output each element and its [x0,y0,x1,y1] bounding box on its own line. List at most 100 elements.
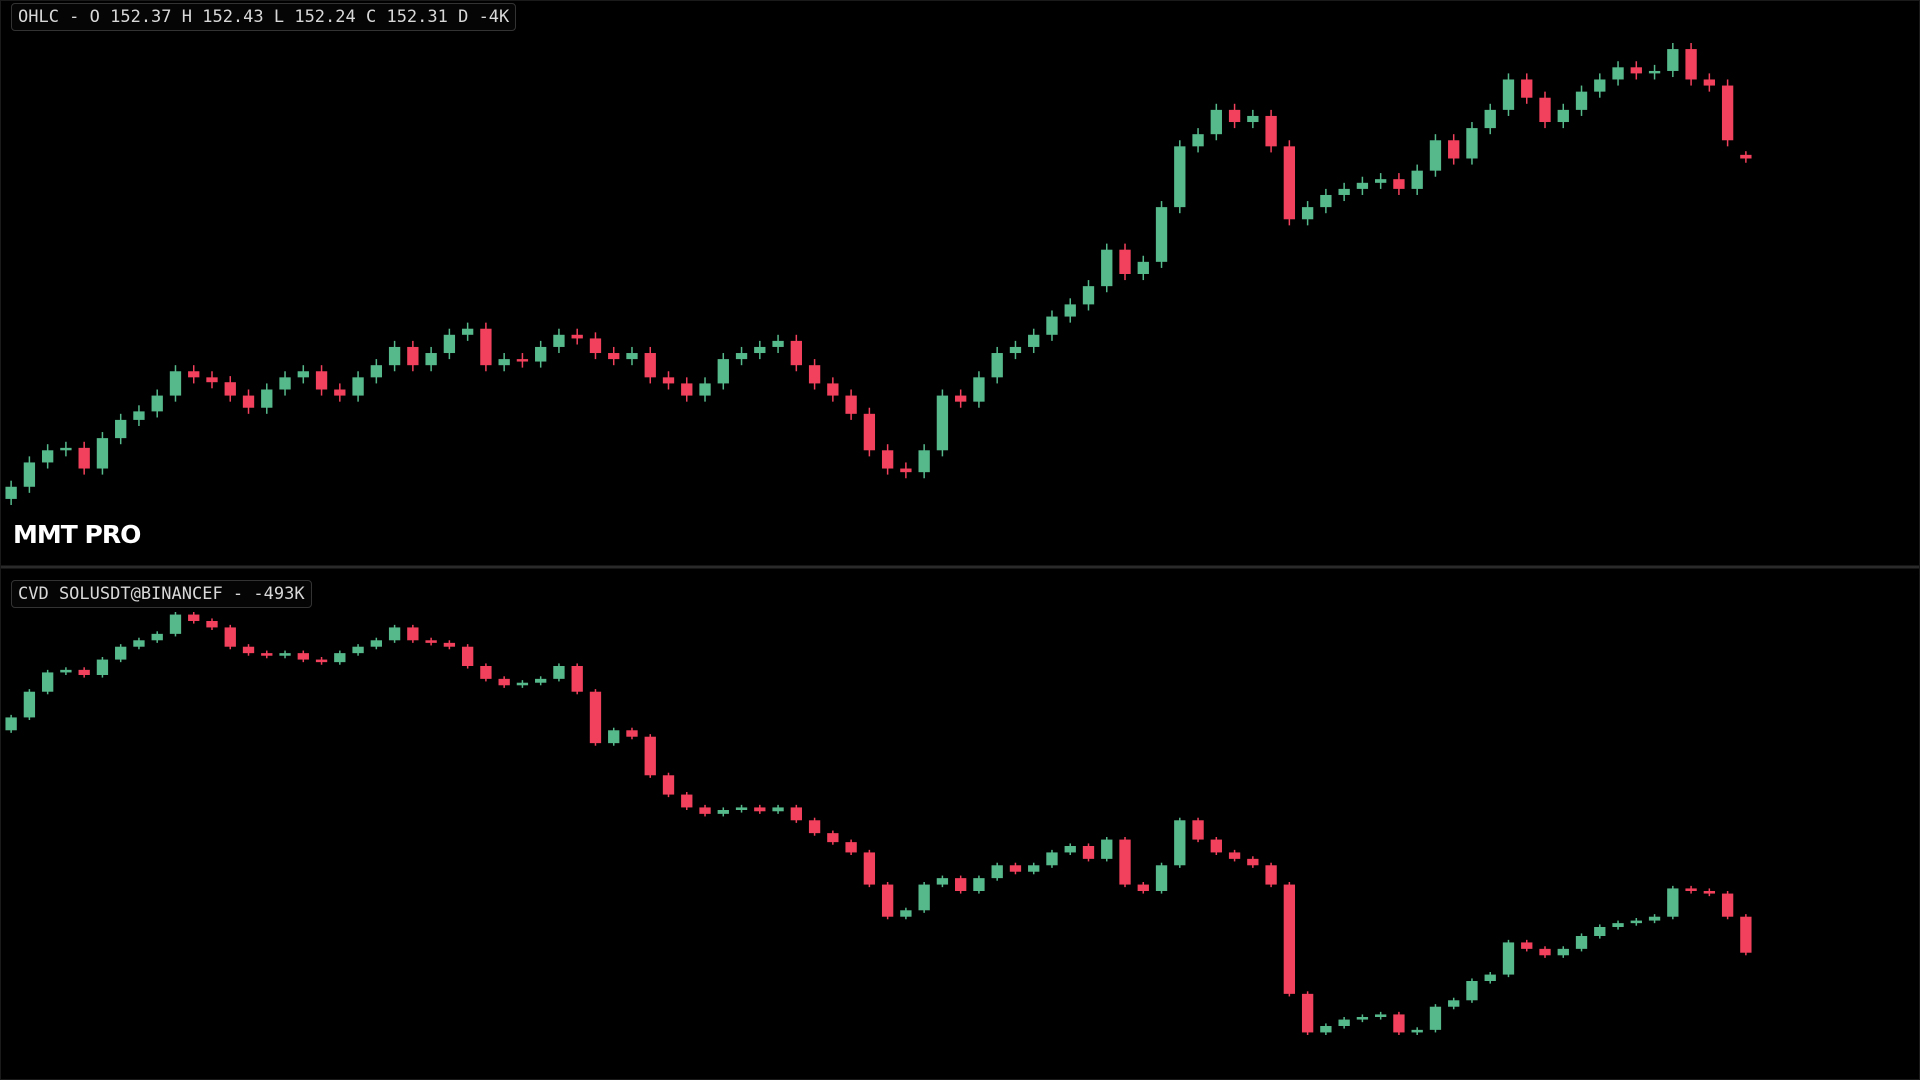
candle-body [1301,207,1314,220]
candle-body [571,666,583,692]
candle-body [717,810,729,814]
candle-body [1484,109,1496,129]
candle-body [1502,942,1515,975]
candle-body [224,382,236,396]
candle-body [315,659,328,663]
candle-body [936,395,949,451]
candle-body [498,678,510,686]
candle-body [1356,1017,1369,1020]
candle-body [626,353,638,360]
watermark: MMT PRO [13,520,141,549]
candle-body [991,865,1003,879]
candle-body [1539,97,1551,123]
candle-body [1028,334,1040,347]
candle-body [1265,865,1277,885]
candle-body [1630,920,1642,924]
candle-body [1101,839,1113,859]
candle-body [1338,1019,1350,1026]
candle-body [589,691,602,744]
candle-body [589,338,602,354]
candle-body [388,346,401,366]
candle-body [1594,927,1606,936]
candle-body [1028,865,1040,872]
candle-body [1667,888,1679,917]
candle-body [96,438,109,469]
candle-body [23,691,36,718]
candle-body [224,627,236,647]
candle-body [1612,67,1624,80]
candle-body [334,389,346,396]
candle-body [991,353,1003,378]
candle-body [1630,67,1642,74]
candle-body [918,884,930,911]
candle-body [1137,261,1149,274]
candle-body [735,807,748,810]
candle-body [1448,1000,1460,1007]
candle-body [516,359,529,362]
candle-body [261,653,273,656]
candle-body [881,884,894,917]
candle-body [169,371,182,396]
candle-body [790,340,802,366]
candle-body [827,833,839,843]
candle-body [553,334,565,347]
candle-body [1721,893,1734,917]
candle-body [1429,1006,1442,1030]
candle-body [60,447,72,451]
candle-body [480,328,492,366]
candle-body [1119,249,1131,274]
candle-body [900,910,912,917]
candle-body [644,736,656,776]
candle-body [1228,852,1241,859]
candle-body [571,334,583,339]
candle-body [1521,79,1533,98]
candle-body [334,653,346,663]
candle-body [1648,70,1661,74]
candle-body [1557,109,1569,123]
candle-body [1210,839,1222,853]
candle-body [78,669,90,675]
candle-body [1612,923,1624,927]
candle-body [881,450,894,469]
candle-body [1411,170,1423,189]
candle-body [772,807,784,812]
candle-body [1155,865,1168,891]
candle-body [1466,128,1478,159]
candle-body [388,627,401,641]
candle-body [1064,304,1076,317]
candle-body [918,450,930,473]
ohlc-legend: OHLC - O 152.37 H 152.43 L 152.24 C 152.… [11,3,517,31]
candle-body [1703,79,1716,86]
candle-body [242,646,255,654]
candle-body [1283,884,1296,994]
candle-body [1210,109,1222,135]
candle-body [407,346,419,366]
candle-body [845,395,857,414]
candle-body [1375,179,1387,183]
candle-body [626,730,638,737]
candle-body [1740,154,1752,159]
candle-body [827,383,839,396]
candle-body [443,642,456,647]
candle-body [553,666,565,679]
candle-body [681,383,693,396]
candle-body [772,340,784,347]
candle-body [115,419,127,439]
candle-body [808,365,821,384]
candle-body [1320,194,1332,208]
candle-body [955,395,967,402]
candle-body [480,666,492,679]
candle-body [1375,1014,1387,1017]
candle-body [206,621,218,628]
candle-body [5,486,17,499]
cvd-legend: CVD SOLUSDT@BINANCEF - -493K [11,580,312,608]
candle-body [261,389,273,408]
candle-body [900,468,912,473]
candle-body [1046,852,1058,866]
candle-body [1502,79,1515,110]
candle-body [370,365,382,378]
candle-body [662,775,675,795]
candle-body [608,730,620,744]
candle-body [188,371,200,378]
